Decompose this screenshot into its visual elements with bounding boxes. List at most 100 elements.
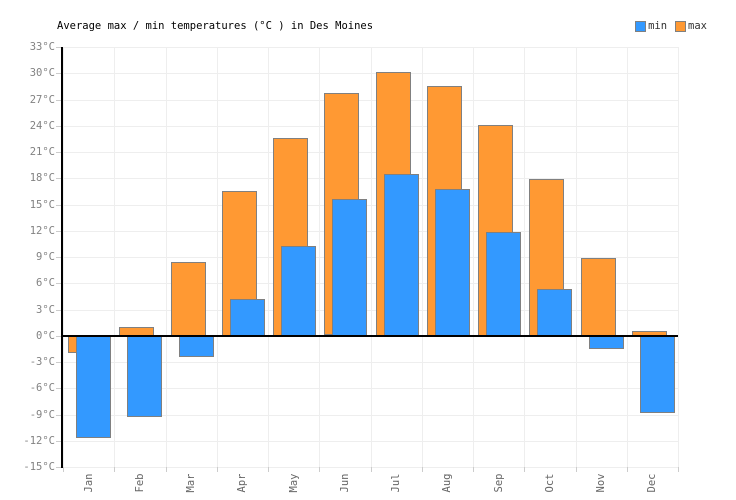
gridline [63, 257, 678, 258]
gridline [63, 283, 678, 284]
y-axis-tick [56, 441, 63, 442]
y-axis-tick-label: 9°C [36, 251, 55, 263]
x-axis-tick [217, 467, 218, 472]
y-axis-tick-label: -9°C [29, 409, 55, 421]
x-axis-tick [576, 467, 577, 472]
legend-item-max[interactable]: max [675, 20, 707, 32]
y-axis-tick [56, 178, 63, 179]
gridline [63, 47, 64, 467]
x-axis-tick [166, 467, 167, 472]
gridline [217, 47, 218, 467]
gridline [63, 388, 678, 389]
x-axis-label-sep: Sep [493, 473, 505, 493]
x-axis-label-dec: Dec [646, 473, 658, 493]
x-axis-label-aug: Aug [441, 473, 453, 493]
x-axis-label-jun: Jun [339, 473, 351, 493]
x-axis-tick [678, 467, 679, 472]
gridline [63, 362, 678, 363]
bar-min-jul[interactable] [384, 174, 419, 336]
gridline [576, 47, 577, 467]
x-axis-label-apr: Apr [236, 473, 248, 493]
chart-title: Average max / min temperatures (°C ) in … [57, 20, 374, 32]
y-axis-tick [56, 467, 63, 468]
gridline [319, 47, 320, 467]
gridline [678, 47, 679, 467]
x-axis-tick [524, 467, 525, 472]
y-axis-tick [56, 388, 63, 389]
x-axis-tick [114, 467, 115, 472]
bar-min-feb[interactable] [127, 336, 162, 417]
bar-min-mar[interactable] [179, 336, 214, 357]
y-axis-tick-label: 24°C [29, 120, 55, 132]
y-axis-tick-label: 15°C [29, 199, 55, 211]
gridline [166, 47, 167, 467]
gridline [627, 47, 628, 467]
y-axis-tick [56, 231, 63, 232]
gridline [63, 467, 678, 468]
gridline [63, 152, 678, 153]
y-axis-tick [56, 73, 63, 74]
gridline [63, 100, 678, 101]
legend-label-max: max [688, 20, 707, 32]
x-axis-tick [473, 467, 474, 472]
y-axis-tick-label: -15°C [23, 461, 55, 473]
y-axis-tick-label: 3°C [36, 304, 55, 316]
bar-max-mar[interactable] [171, 262, 206, 336]
x-axis-label-jul: Jul [390, 473, 402, 493]
gridline [63, 178, 678, 179]
y-axis-tick-label: 0°C [36, 330, 55, 342]
bar-max-nov[interactable] [581, 258, 616, 336]
bar-min-sep[interactable] [486, 232, 521, 336]
gridline [473, 47, 474, 467]
y-axis-tick-label: -12°C [23, 435, 55, 447]
x-axis-tick [371, 467, 372, 472]
y-axis-tick [56, 152, 63, 153]
y-axis-tick [56, 310, 63, 311]
bar-min-nov[interactable] [589, 336, 624, 349]
gridline [524, 47, 525, 467]
y-axis-tick-label: -3°C [29, 356, 55, 368]
y-axis-tick [56, 126, 63, 127]
gridline [268, 47, 269, 467]
y-axis-tick-label: 18°C [29, 172, 55, 184]
gridline [63, 441, 678, 442]
legend: min max [635, 20, 707, 32]
y-axis-tick [56, 257, 63, 258]
y-axis-tick-label: 27°C [29, 94, 55, 106]
gridline [63, 126, 678, 127]
x-axis-label-nov: Nov [595, 473, 607, 493]
y-axis-tick [56, 47, 63, 48]
y-axis-tick-label: 12°C [29, 225, 55, 237]
x-axis-tick [627, 467, 628, 472]
gridline [63, 47, 678, 48]
y-axis-tick-label: 21°C [29, 146, 55, 158]
y-axis-tick [56, 336, 63, 337]
x-axis-label-mar: Mar [185, 473, 197, 493]
bar-min-apr[interactable] [230, 299, 265, 336]
y-axis-tick [56, 283, 63, 284]
y-axis-tick [56, 415, 63, 416]
bar-min-may[interactable] [281, 246, 316, 336]
legend-item-min[interactable]: min [635, 20, 667, 32]
x-axis-label-feb: Feb [134, 473, 146, 493]
x-axis-label-jan: Jan [83, 473, 95, 493]
x-axis-label-may: May [288, 473, 300, 493]
gridline [114, 47, 115, 467]
y-axis-tick [56, 100, 63, 101]
bar-min-jan[interactable] [76, 336, 111, 438]
x-axis-tick [319, 467, 320, 472]
gridline [63, 205, 678, 206]
zero-axis-line [63, 335, 678, 337]
x-axis-tick [268, 467, 269, 472]
y-axis-tick [56, 205, 63, 206]
y-axis-tick-label: -6°C [29, 382, 55, 394]
y-axis-tick-label: 6°C [36, 277, 55, 289]
gridline [422, 47, 423, 467]
bar-min-aug[interactable] [435, 189, 470, 336]
bar-min-oct[interactable] [537, 289, 572, 336]
x-axis-tick [422, 467, 423, 472]
bar-min-dec[interactable] [640, 336, 675, 413]
gridline [63, 231, 678, 232]
bar-min-jun[interactable] [332, 199, 367, 336]
